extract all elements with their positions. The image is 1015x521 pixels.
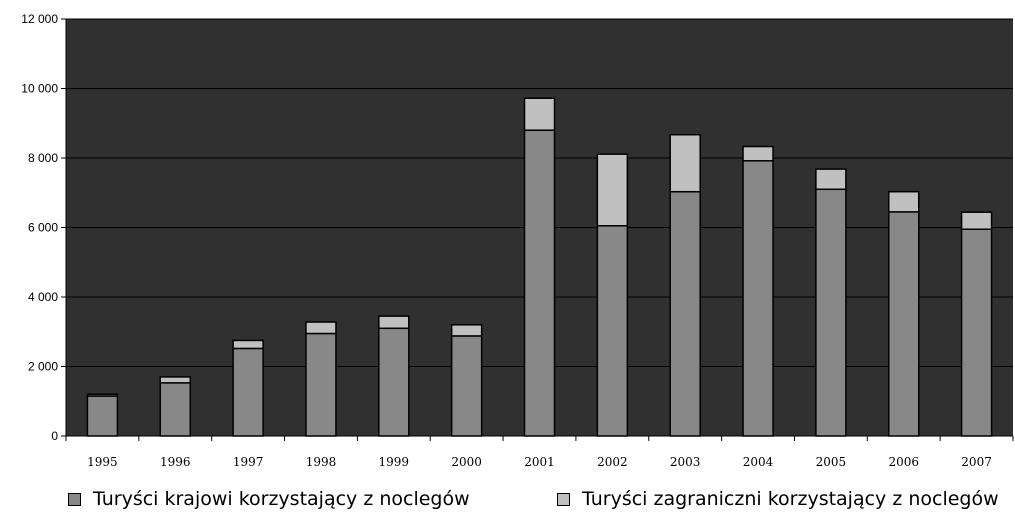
bar-domestic-1996 bbox=[159, 382, 192, 437]
axes bbox=[61, 18, 1014, 441]
x-tick-label: 2001 bbox=[524, 455, 555, 469]
y-tick-label: 10 000 bbox=[21, 82, 58, 96]
x-tick-label: 1997 bbox=[233, 455, 264, 469]
x-tick-label: 1999 bbox=[379, 455, 410, 469]
bar-foreign-2002 bbox=[596, 153, 629, 227]
bar-domestic-1997 bbox=[232, 347, 264, 437]
bar-domestic-1999 bbox=[378, 327, 410, 437]
bar-foreign-2001 bbox=[523, 97, 556, 131]
bar-domestic-2000 bbox=[450, 335, 483, 437]
y-tick-label: 4 000 bbox=[28, 290, 58, 304]
x-tick-label: 2002 bbox=[597, 455, 628, 469]
bar-domestic-2007 bbox=[960, 228, 993, 437]
bar-foreign-2000 bbox=[450, 324, 483, 337]
x-tick-label: 2003 bbox=[670, 455, 701, 469]
bar-domestic-2005 bbox=[815, 188, 847, 437]
bar-foreign-1998 bbox=[305, 321, 337, 335]
bar-domestic-2001 bbox=[523, 129, 556, 437]
bar-foreign-1997 bbox=[232, 339, 264, 350]
bar-domestic-1995 bbox=[86, 395, 119, 437]
legend: Turyści krajowi korzystający z noclegów … bbox=[68, 488, 1008, 518]
legend-item-domestic: Turyści krajowi korzystający z noclegów bbox=[68, 488, 470, 510]
x-tick-label: 2004 bbox=[743, 455, 774, 469]
bar-foreign-2007 bbox=[960, 211, 993, 230]
y-tick-label: 6 000 bbox=[28, 221, 58, 235]
bar-domestic-2004 bbox=[742, 160, 774, 437]
x-tick-labels: 1995 1996 1997 1998 1999 2000 2001 2002 2003 2004… bbox=[87, 455, 992, 469]
bar-domestic-2002 bbox=[596, 225, 629, 437]
x-tick-label: 1996 bbox=[160, 455, 191, 469]
bar-foreign-1999 bbox=[378, 315, 410, 330]
y-tick-label: 8 000 bbox=[28, 151, 58, 165]
legend-swatch-domestic bbox=[68, 492, 81, 506]
bar-domestic-2006 bbox=[887, 211, 920, 437]
bar-domestic-1998 bbox=[305, 332, 337, 437]
bars bbox=[86, 97, 993, 437]
y-tick-label: 0 bbox=[51, 429, 58, 443]
bar-foreign-2005 bbox=[815, 168, 847, 191]
bar-foreign-2003 bbox=[669, 133, 701, 193]
x-tick-label: 1998 bbox=[306, 455, 337, 469]
legend-item-foreign: Turyści zagraniczni korzystający z nocle… bbox=[557, 488, 999, 510]
bar-foreign-1996 bbox=[159, 376, 192, 384]
x-tick-label: 2007 bbox=[961, 455, 992, 469]
x-tick-label: 2000 bbox=[451, 455, 482, 469]
y-tick-label: 2 000 bbox=[28, 360, 58, 374]
bar-foreign-2006 bbox=[887, 190, 920, 213]
legend-swatch-foreign bbox=[557, 492, 570, 506]
bar-foreign-1995 bbox=[86, 393, 119, 397]
legend-label-domestic: Turyści krajowi korzystający z noclegów bbox=[93, 488, 470, 510]
legend-label-foreign: Turyści zagraniczni korzystający z nocle… bbox=[582, 488, 999, 510]
bar-foreign-2004 bbox=[742, 145, 774, 162]
x-tick-label: 2005 bbox=[816, 455, 847, 469]
y-tick-label: 12 000 bbox=[21, 12, 58, 26]
y-tick-labels: 0 2 000 4 000 6 000 8 000 10 000 12 000 bbox=[21, 12, 58, 443]
bar-domestic-2003 bbox=[669, 190, 701, 437]
x-tick-label: 1995 bbox=[87, 455, 118, 469]
x-tick-label: 2006 bbox=[888, 455, 919, 469]
